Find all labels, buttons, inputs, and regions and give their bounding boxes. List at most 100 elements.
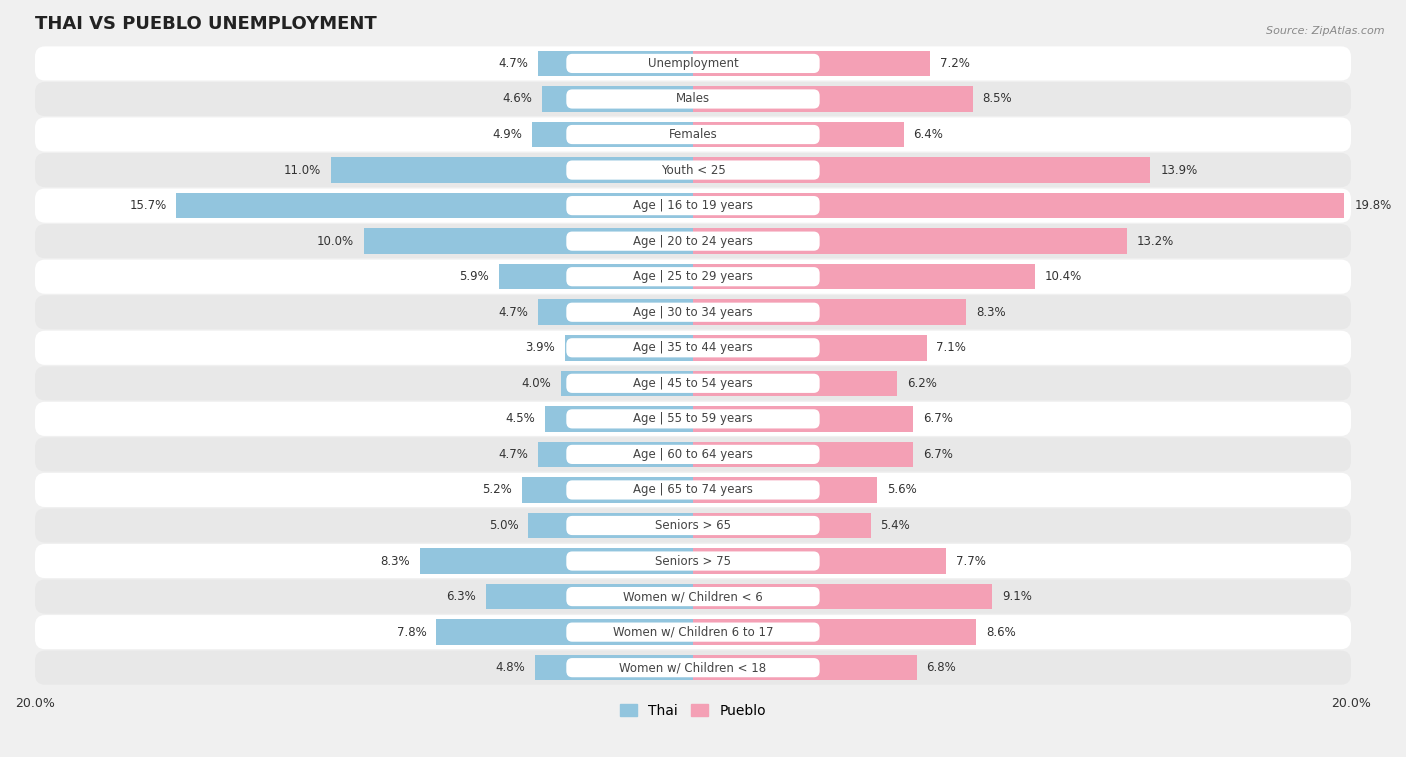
FancyBboxPatch shape xyxy=(567,267,820,286)
FancyBboxPatch shape xyxy=(567,196,820,215)
Bar xyxy=(693,512,870,538)
Text: Women w/ Children < 18: Women w/ Children < 18 xyxy=(620,661,766,674)
Bar xyxy=(485,584,693,609)
FancyBboxPatch shape xyxy=(35,366,1351,400)
FancyBboxPatch shape xyxy=(35,224,1351,258)
Text: Seniors > 75: Seniors > 75 xyxy=(655,555,731,568)
Bar xyxy=(693,584,993,609)
FancyBboxPatch shape xyxy=(567,160,820,179)
FancyBboxPatch shape xyxy=(567,587,820,606)
FancyBboxPatch shape xyxy=(567,622,820,642)
Text: 4.5%: 4.5% xyxy=(505,413,536,425)
Text: 3.9%: 3.9% xyxy=(524,341,555,354)
Bar xyxy=(693,655,917,681)
FancyBboxPatch shape xyxy=(567,338,820,357)
Text: Age | 20 to 24 years: Age | 20 to 24 years xyxy=(633,235,754,248)
Text: Age | 60 to 64 years: Age | 60 to 64 years xyxy=(633,448,754,461)
Text: 7.8%: 7.8% xyxy=(396,625,426,639)
Bar xyxy=(693,51,929,76)
FancyBboxPatch shape xyxy=(35,615,1351,650)
Text: Females: Females xyxy=(669,128,717,141)
Bar xyxy=(436,619,693,645)
Bar xyxy=(561,370,693,396)
FancyBboxPatch shape xyxy=(35,188,1351,223)
Bar xyxy=(176,193,693,219)
Text: 10.0%: 10.0% xyxy=(316,235,354,248)
Text: 7.7%: 7.7% xyxy=(956,555,986,568)
FancyBboxPatch shape xyxy=(567,303,820,322)
Text: Age | 30 to 34 years: Age | 30 to 34 years xyxy=(633,306,752,319)
FancyBboxPatch shape xyxy=(567,125,820,144)
FancyBboxPatch shape xyxy=(35,153,1351,187)
Bar xyxy=(420,548,693,574)
Text: Males: Males xyxy=(676,92,710,105)
FancyBboxPatch shape xyxy=(567,232,820,251)
Bar xyxy=(693,157,1150,183)
Text: Age | 16 to 19 years: Age | 16 to 19 years xyxy=(633,199,754,212)
Bar xyxy=(536,655,693,681)
Text: 4.7%: 4.7% xyxy=(499,448,529,461)
FancyBboxPatch shape xyxy=(35,544,1351,578)
Text: 8.6%: 8.6% xyxy=(986,625,1015,639)
Text: 5.9%: 5.9% xyxy=(460,270,489,283)
Text: 19.8%: 19.8% xyxy=(1354,199,1392,212)
Bar xyxy=(693,193,1344,219)
FancyBboxPatch shape xyxy=(567,89,820,108)
Text: 6.3%: 6.3% xyxy=(446,590,475,603)
Text: Age | 45 to 54 years: Age | 45 to 54 years xyxy=(633,377,752,390)
Bar xyxy=(565,335,693,360)
Text: 11.0%: 11.0% xyxy=(284,164,321,176)
Text: 9.1%: 9.1% xyxy=(1002,590,1032,603)
Text: Age | 35 to 44 years: Age | 35 to 44 years xyxy=(633,341,752,354)
Text: Seniors > 65: Seniors > 65 xyxy=(655,519,731,532)
Bar xyxy=(364,229,693,254)
Text: 15.7%: 15.7% xyxy=(129,199,166,212)
Legend: Thai, Pueblo: Thai, Pueblo xyxy=(614,698,772,723)
FancyBboxPatch shape xyxy=(35,580,1351,614)
FancyBboxPatch shape xyxy=(35,82,1351,116)
Bar xyxy=(693,86,973,112)
Text: Youth < 25: Youth < 25 xyxy=(661,164,725,176)
Bar xyxy=(693,229,1128,254)
Text: Unemployment: Unemployment xyxy=(648,57,738,70)
Text: 4.7%: 4.7% xyxy=(499,57,529,70)
FancyBboxPatch shape xyxy=(35,295,1351,329)
Text: 4.9%: 4.9% xyxy=(492,128,522,141)
Text: 5.2%: 5.2% xyxy=(482,484,512,497)
FancyBboxPatch shape xyxy=(567,445,820,464)
Bar xyxy=(538,441,693,467)
Bar xyxy=(499,264,693,289)
Text: 4.7%: 4.7% xyxy=(499,306,529,319)
FancyBboxPatch shape xyxy=(567,551,820,571)
FancyBboxPatch shape xyxy=(35,117,1351,151)
Text: Source: ZipAtlas.com: Source: ZipAtlas.com xyxy=(1267,26,1385,36)
FancyBboxPatch shape xyxy=(567,481,820,500)
FancyBboxPatch shape xyxy=(35,402,1351,436)
Text: 6.7%: 6.7% xyxy=(924,448,953,461)
Text: Age | 55 to 59 years: Age | 55 to 59 years xyxy=(633,413,752,425)
Bar xyxy=(538,51,693,76)
Text: 4.0%: 4.0% xyxy=(522,377,551,390)
Bar xyxy=(529,512,693,538)
Text: 7.1%: 7.1% xyxy=(936,341,966,354)
Bar xyxy=(693,619,976,645)
Text: 4.6%: 4.6% xyxy=(502,92,531,105)
Bar xyxy=(693,122,904,148)
Bar xyxy=(522,477,693,503)
Text: Age | 65 to 74 years: Age | 65 to 74 years xyxy=(633,484,754,497)
Text: 7.2%: 7.2% xyxy=(939,57,970,70)
Text: Women w/ Children 6 to 17: Women w/ Children 6 to 17 xyxy=(613,625,773,639)
Bar xyxy=(693,441,914,467)
FancyBboxPatch shape xyxy=(567,658,820,678)
FancyBboxPatch shape xyxy=(35,331,1351,365)
Text: 6.2%: 6.2% xyxy=(907,377,936,390)
Bar xyxy=(693,477,877,503)
FancyBboxPatch shape xyxy=(35,473,1351,507)
Text: 13.9%: 13.9% xyxy=(1160,164,1198,176)
FancyBboxPatch shape xyxy=(35,509,1351,543)
Text: 6.7%: 6.7% xyxy=(924,413,953,425)
Bar xyxy=(531,122,693,148)
Bar xyxy=(693,370,897,396)
Bar xyxy=(330,157,693,183)
Text: Age | 25 to 29 years: Age | 25 to 29 years xyxy=(633,270,754,283)
